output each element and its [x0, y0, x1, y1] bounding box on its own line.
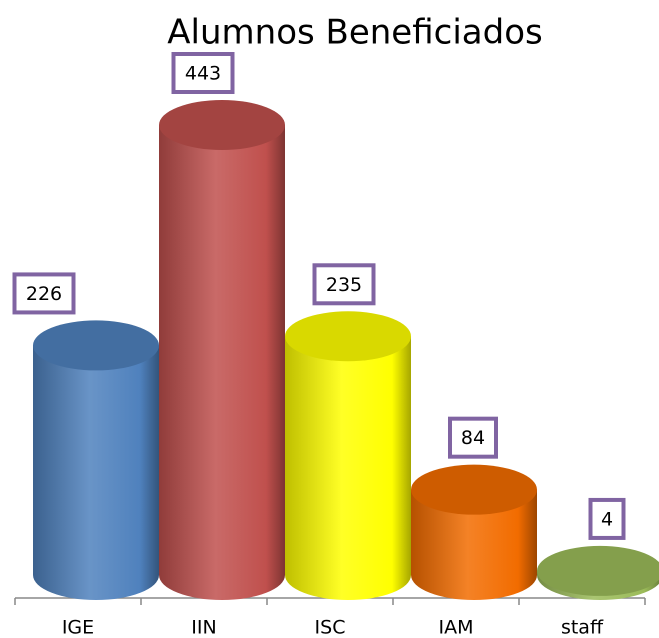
- value-label-box: [448, 416, 498, 459]
- cylinder-body: [285, 336, 411, 600]
- cylinder-top: [537, 545, 659, 596]
- bar: [537, 545, 659, 600]
- x-tick-label: ISC: [315, 617, 346, 638]
- x-tick-label: IGE: [62, 617, 94, 638]
- value-label: 443: [185, 63, 221, 85]
- value-label-box: [12, 272, 76, 315]
- cylinder-top: [33, 320, 159, 371]
- value-label: 235: [326, 274, 362, 296]
- bar: [411, 464, 537, 600]
- value-label-box: [588, 497, 626, 540]
- x-tick-label: staff: [561, 617, 604, 638]
- bar: [33, 320, 159, 600]
- value-label: 226: [26, 283, 62, 305]
- bar: [285, 311, 411, 600]
- cylinder-top: [285, 311, 411, 362]
- cylinder-body: [33, 345, 159, 600]
- cylinder-body: [159, 125, 285, 600]
- value-label-box: [312, 263, 376, 306]
- x-tick-label: IAM: [439, 617, 474, 638]
- cylinder-body: [411, 489, 537, 600]
- bar: [159, 100, 285, 600]
- chart-title: Alumnos Beneficiados: [167, 13, 542, 53]
- value-label: 84: [461, 427, 485, 449]
- cylinder-top: [159, 100, 285, 150]
- x-tick-label: IIN: [191, 617, 216, 638]
- value-label: 4: [601, 508, 613, 530]
- cylinder-top: [411, 464, 537, 515]
- value-label-box: [171, 52, 235, 94]
